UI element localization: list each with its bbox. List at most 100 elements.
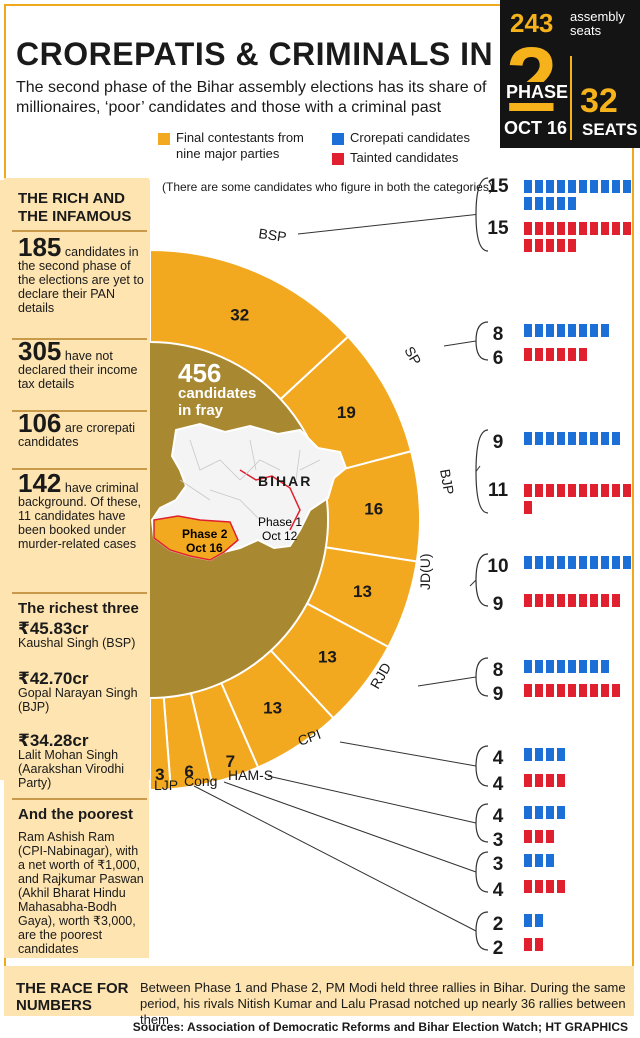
stat-income-tax-number: 305: [18, 336, 62, 366]
tainted-block-bsp: [623, 222, 631, 235]
tainted-block-bsp: [524, 222, 532, 235]
tainted-count-cong: 4: [493, 880, 504, 901]
tainted-block-bsp: [535, 222, 543, 235]
tainted-block-cong: [546, 880, 554, 893]
tainted-block-sp: [579, 348, 587, 361]
party-label-bsp: BSP: [258, 225, 288, 245]
crorepati-block-jd-u: [623, 556, 631, 569]
legend-crorepati: Crorepati candidates: [350, 130, 470, 145]
party-label-cong: Cong: [184, 773, 217, 789]
bracket-bjp: [475, 429, 489, 514]
crorepati-block-ljp: [524, 914, 532, 927]
party-label-cpi: CPI: [296, 726, 323, 749]
sidebar-divider: [12, 230, 147, 232]
sector-value-jd-u: 13: [353, 582, 372, 601]
crorepati-block-jd-u: [568, 556, 576, 569]
crorepati-count-cpi: 4: [493, 748, 504, 769]
center-label-2: in fray: [178, 402, 224, 419]
crorepati-block-rjd: [579, 660, 587, 673]
crorepati-block-ham-s: [557, 806, 565, 819]
tainted-block-cong: [557, 880, 565, 893]
richest-heading: The richest three: [18, 600, 139, 617]
crorepati-block-bsp: [546, 197, 554, 210]
tainted-block-cpi: [557, 774, 565, 787]
crorepati-block-bsp: [535, 180, 543, 193]
crorepati-block-bsp: [524, 197, 532, 210]
tainted-block-bjp: [546, 484, 554, 497]
bracket-jd-u: [475, 553, 489, 607]
tainted-count-ljp: 2: [493, 938, 504, 959]
tainted-block-rjd: [590, 684, 598, 697]
connector-sp: [443, 340, 477, 347]
tainted-block-bsp: [546, 239, 554, 252]
crorepati-block-cpi: [546, 748, 554, 761]
tainted-block-jd-u: [524, 594, 532, 607]
richest-3-amount: ₹34.28cr: [18, 731, 89, 750]
tainted-block-bsp: [601, 222, 609, 235]
richest-1: ₹45.83cr Kaushal Singh (BSP): [18, 620, 146, 650]
phase-seats: 32: [580, 82, 618, 120]
crorepati-count-ljp: 2: [493, 914, 504, 935]
bracket-sp: [475, 321, 489, 361]
stat-pan-text: candidates in the second phase of the el…: [18, 245, 144, 315]
tainted-block-cpi: [535, 774, 543, 787]
crorepati-block-sp: [535, 324, 543, 337]
crorepati-block-rjd: [524, 660, 532, 673]
tainted-block-bjp: [601, 484, 609, 497]
phase-divider: [570, 56, 572, 140]
race-heading: THE RACE FOR NUMBERS: [16, 980, 129, 1014]
tainted-block-ljp: [524, 938, 532, 951]
connector-bjp: [475, 465, 481, 472]
sector-ljp: [149, 696, 172, 792]
phase-box: 243 assembly seats 2 PHASE OCT 16 32 SEA…: [500, 0, 640, 148]
tainted-block-sp: [524, 348, 532, 361]
crorepati-block-jd-u: [535, 556, 543, 569]
crorepati-block-jd-u: [546, 556, 554, 569]
tainted-block-sp: [557, 348, 565, 361]
tainted-block-jd-u: [557, 594, 565, 607]
phase-date: OCT 16: [504, 118, 568, 138]
tainted-block-bjp: [524, 501, 532, 514]
sidebar: THE RICH AND THE INFAMOUS 185 candidates…: [4, 178, 149, 958]
sector-value-bjp: 16: [364, 499, 383, 518]
tainted-block-sp: [546, 348, 554, 361]
crorepati-block-bsp: [579, 180, 587, 193]
tainted-count-sp: 6: [493, 348, 504, 369]
total-seats: 243: [510, 8, 554, 38]
bracket-cpi: [475, 745, 489, 787]
tainted-block-bsp: [568, 222, 576, 235]
tainted-block-bjp: [535, 484, 543, 497]
tainted-block-bsp: [524, 239, 532, 252]
stat-crorepati: 106 are crorepati candidates: [18, 410, 146, 449]
tainted-block-jd-u: [612, 594, 620, 607]
tainted-block-ham-s: [546, 830, 554, 843]
crorepati-block-rjd: [535, 660, 543, 673]
crorepati-block-bjp: [601, 432, 609, 445]
crorepati-block-ljp: [535, 914, 543, 927]
crorepati-count-rjd: 8: [493, 660, 504, 681]
party-label-jd-u: JD(U): [417, 553, 433, 590]
tainted-block-cong: [524, 880, 532, 893]
crorepati-block-bsp: [535, 197, 543, 210]
stat-criminal-text: have criminal background. Of these, 11 c…: [18, 481, 141, 551]
tainted-count-rjd: 9: [493, 684, 504, 705]
district-lines: [179, 439, 321, 521]
sector-value-bsp: 32: [230, 306, 249, 325]
crorepati-block-cpi: [535, 748, 543, 761]
tainted-block-bsp: [535, 239, 543, 252]
crorepati-block-cong: [535, 854, 543, 867]
phase2-region: [153, 515, 239, 561]
sources-credit: Sources: Association of Democratic Refor…: [132, 1020, 628, 1034]
total-seats-label: assembly seats: [570, 9, 625, 38]
race-text: Between Phase 1 and Phase 2, PM Modi hel…: [140, 980, 626, 1027]
party-label-sp: SP: [401, 344, 424, 368]
party-label-ham-s: HAM-S: [228, 767, 273, 783]
tainted-block-bjp: [524, 484, 532, 497]
connector-cpi: [339, 741, 477, 767]
stat-income-tax-text: have not declared their income tax detai…: [18, 349, 138, 391]
tainted-block-bjp: [590, 484, 598, 497]
tainted-block-jd-u: [579, 594, 587, 607]
bracket-cong: [475, 851, 489, 893]
